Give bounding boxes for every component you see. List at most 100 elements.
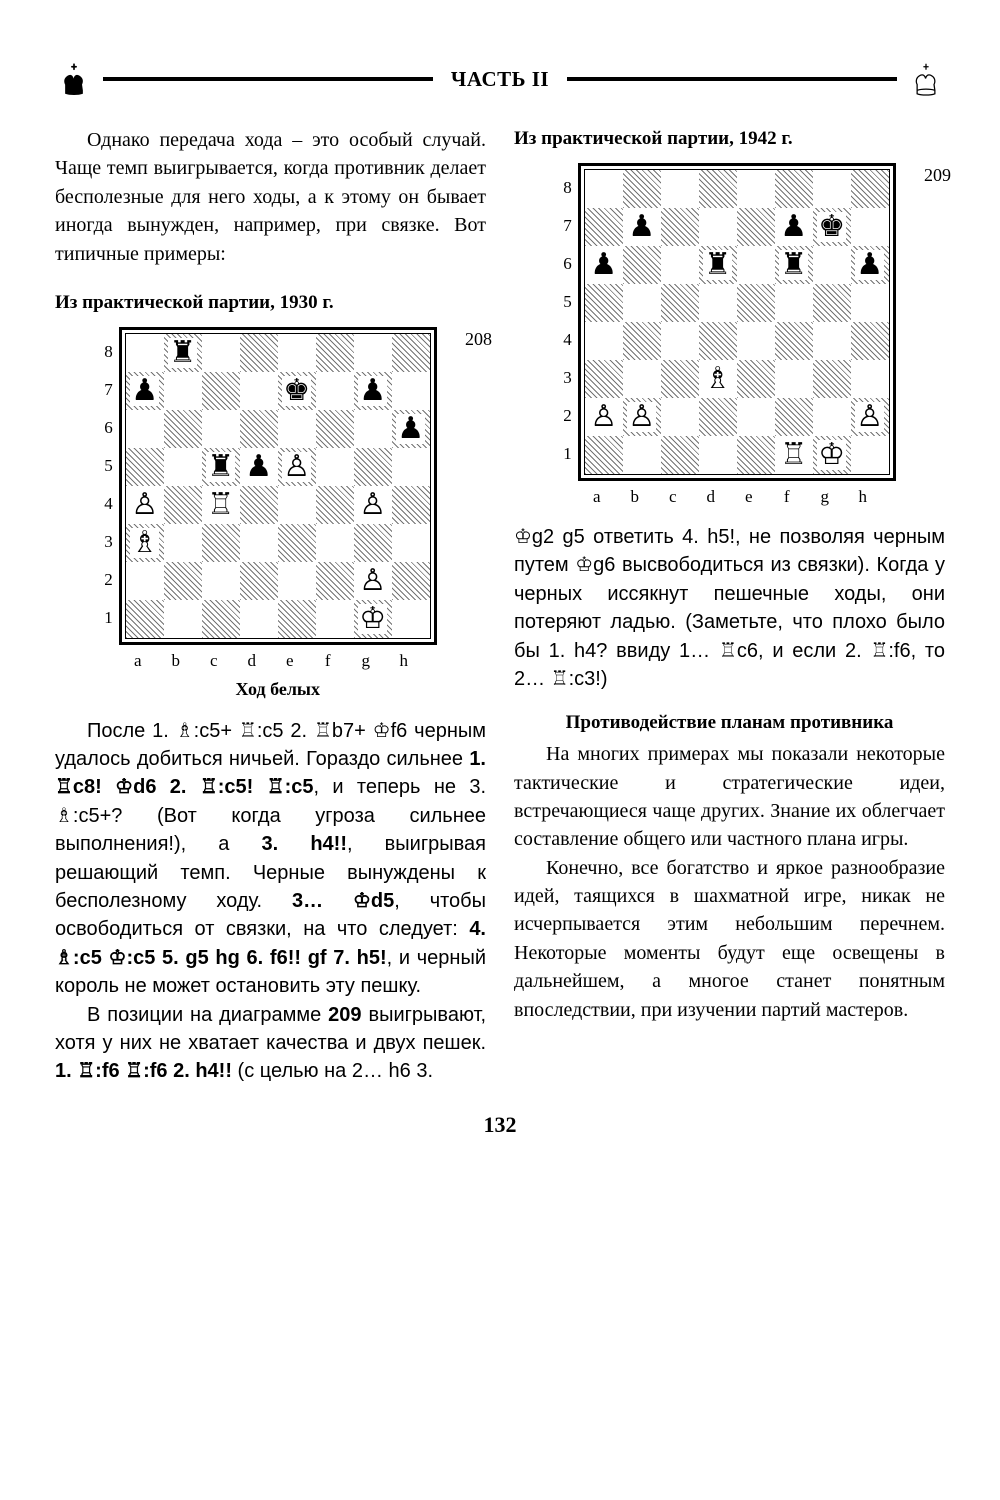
square — [126, 600, 164, 638]
square — [126, 410, 164, 448]
square — [623, 246, 661, 284]
square — [699, 208, 737, 246]
square — [737, 360, 775, 398]
square — [354, 448, 392, 486]
square: ♙ — [354, 562, 392, 600]
square — [737, 284, 775, 322]
square — [354, 524, 392, 562]
square — [164, 486, 202, 524]
square — [316, 448, 354, 486]
square: ♟ — [851, 246, 889, 284]
square — [813, 398, 851, 436]
diagram-number: 209 — [924, 163, 951, 189]
square — [202, 334, 240, 372]
square — [354, 334, 392, 372]
analysis-paragraph-3: ♔g2 g5 ответить 4. h5!, не позволяя черн… — [514, 523, 945, 693]
square — [813, 284, 851, 322]
square — [316, 600, 354, 638]
square: ♙ — [126, 486, 164, 524]
chess-board: ♜♟♚♟♟♜♟♙♙♖♙♗♙♔ — [125, 333, 431, 639]
subheading-text: Противодействие планам противника — [566, 712, 894, 733]
square — [585, 284, 623, 322]
square — [585, 436, 623, 474]
chess-diagram-208: 208 87654321 ♜♟♚♟♟♜♟♙♙♖♙♗♙♔ abcdefgh Ход… — [55, 327, 486, 703]
square — [661, 436, 699, 474]
king-icon-left — [55, 60, 93, 98]
square — [699, 322, 737, 360]
square — [813, 170, 851, 208]
right-column: Из практической партии, 1942 г. 209 8765… — [514, 126, 945, 1086]
square — [202, 562, 240, 600]
square — [392, 334, 430, 372]
file-labels: abcdefgh — [578, 485, 896, 509]
square — [851, 208, 889, 246]
square — [775, 284, 813, 322]
square — [851, 170, 889, 208]
square — [202, 372, 240, 410]
page: ЧАСТЬ II Однако передача хода – это особ… — [0, 0, 1000, 1500]
square — [585, 322, 623, 360]
square — [354, 410, 392, 448]
two-column-layout: Однако передача хода – это особый случай… — [55, 126, 945, 1086]
square — [316, 486, 354, 524]
square — [392, 372, 430, 410]
square — [623, 436, 661, 474]
square — [278, 334, 316, 372]
square: ♗ — [699, 360, 737, 398]
square — [240, 562, 278, 600]
intro-paragraph: Однако передача хода – это особый случай… — [55, 126, 486, 268]
square: ♜ — [775, 246, 813, 284]
square — [278, 562, 316, 600]
square — [661, 170, 699, 208]
square: ♖ — [202, 486, 240, 524]
square — [278, 600, 316, 638]
square — [699, 170, 737, 208]
square: ♟ — [623, 208, 661, 246]
move-caption: Ход белых — [119, 677, 437, 703]
square — [737, 436, 775, 474]
board-frame: ♜♟♚♟♟♜♟♙♙♖♙♗♙♔ — [119, 327, 437, 645]
square: ♙ — [851, 398, 889, 436]
square — [737, 322, 775, 360]
header-rule-right — [567, 77, 897, 81]
square — [392, 562, 430, 600]
square — [585, 170, 623, 208]
square — [202, 600, 240, 638]
square: ♖ — [775, 436, 813, 474]
file-labels: abcdefgh — [119, 649, 437, 673]
square — [623, 284, 661, 322]
page-number: 132 — [55, 1112, 945, 1138]
square — [775, 170, 813, 208]
square: ♟ — [354, 372, 392, 410]
square — [851, 284, 889, 322]
rank-labels: 87654321 — [563, 169, 572, 473]
analysis-paragraph-1: После 1. ♗:c5+ ♖:c5 2. ♖b7+ ♔f6 черным у… — [55, 717, 486, 1001]
square — [661, 284, 699, 322]
body-paragraph-1: На многих примерах мы показали некоторые… — [514, 740, 945, 854]
square — [585, 208, 623, 246]
square — [813, 360, 851, 398]
square — [240, 600, 278, 638]
board-frame: ♟♟♚♟♜♜♟♗♙♙♙♖♔ — [578, 163, 896, 481]
left-column: Однако передача хода – это особый случай… — [55, 126, 486, 1086]
square — [164, 600, 202, 638]
square — [126, 448, 164, 486]
square — [202, 410, 240, 448]
square: ♚ — [813, 208, 851, 246]
square — [775, 360, 813, 398]
chess-diagram-209: 209 87654321 ♟♟♚♟♜♜♟♗♙♙♙♖♔ abcdefgh — [514, 163, 945, 509]
square — [737, 398, 775, 436]
square — [851, 322, 889, 360]
square: ♙ — [623, 398, 661, 436]
square — [392, 448, 430, 486]
square — [202, 524, 240, 562]
square — [699, 398, 737, 436]
square — [813, 322, 851, 360]
square — [699, 284, 737, 322]
square — [164, 448, 202, 486]
square — [737, 208, 775, 246]
square — [775, 398, 813, 436]
square — [392, 486, 430, 524]
header-title: ЧАСТЬ II — [443, 67, 557, 92]
square: ♜ — [699, 246, 737, 284]
